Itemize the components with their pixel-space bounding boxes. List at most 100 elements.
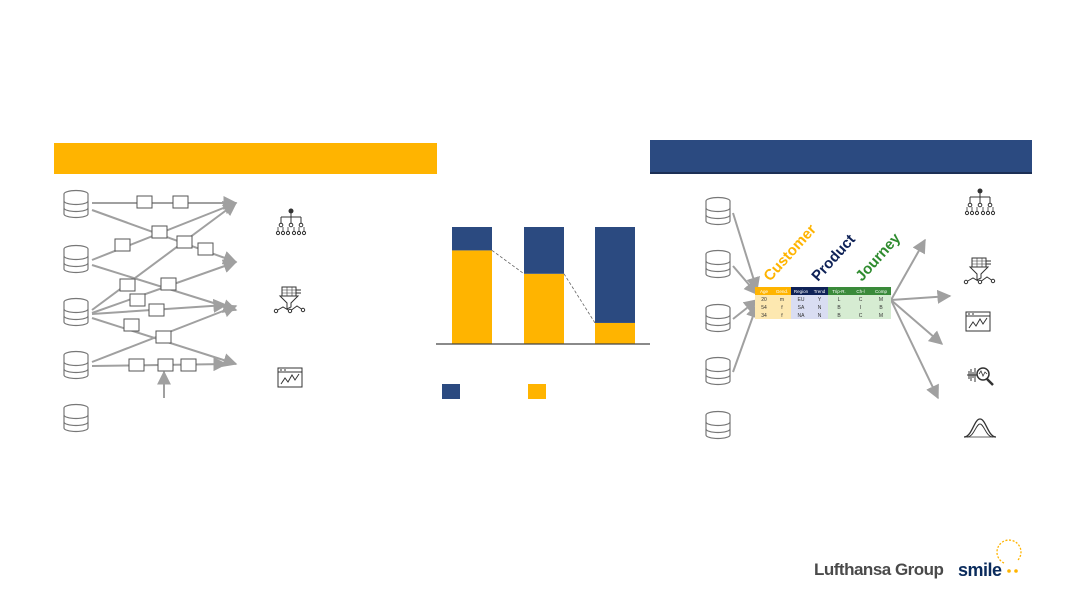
table-cell-value: Y [818,297,822,303]
table-cell [755,295,773,303]
table-cell [828,311,850,319]
product-label: Product [808,231,859,284]
table-cell-value: N [818,313,822,319]
table-cell-value: 54 [761,305,767,311]
database-icon [705,249,731,279]
table-cell [811,303,828,311]
table-cell-value: N [818,305,822,311]
customer-data-table: Age205434Gend.mffRegionEUSANATrendYNNTri… [755,287,891,319]
table-header-label: Age [760,289,769,294]
table-cell-value: C [859,297,863,303]
table-cell-value: f [781,313,783,319]
right-output-icons [963,188,997,438]
hierarchy-icon [964,188,996,216]
bar-segment-navy [524,227,564,274]
table-header-cell [811,287,828,295]
database-icon [63,189,89,219]
analytics-icon [965,366,995,387]
table-header-label: Ch-l [856,289,864,294]
table-cell [773,311,791,319]
table-cell-value: f [781,305,783,311]
bar-segment-navy [595,227,635,323]
table-cell [871,303,891,311]
table-cell-value: B [837,305,841,311]
legend-swatch-yellow [528,384,546,399]
left-output-icons [273,208,307,388]
table-cell-value: 34 [761,313,767,319]
database-icon [63,244,89,274]
table-header-label: Trip-R. [832,289,846,294]
table-cell-value: SA [798,305,805,311]
table-cell [828,295,850,303]
database-icon [63,350,89,380]
table-header-cell [791,287,811,295]
legend-swatch-navy [442,384,460,399]
table-header-label: Gend. [776,289,788,294]
table-cell-value: I [860,305,861,311]
table-cell [773,295,791,303]
distribution-icon [963,418,997,438]
right-database-icons [705,196,731,440]
table-header-cell [755,287,773,295]
lufthansa-group-logo: Lufthansa Group [814,560,944,579]
table-cell-value: M [879,313,883,319]
database-icon [705,303,731,333]
table-cell [791,295,811,303]
bar-segment-navy [452,227,492,251]
table-cell [791,311,811,319]
table-cell-value: C [859,313,863,319]
table-header-cell [850,287,871,295]
database-icon [705,410,731,440]
journey-title: Customer Product Journey [760,221,904,285]
right-arrow-network [732,212,952,400]
table-cell [791,303,811,311]
smile-logo: smile [958,560,1002,580]
left-process-boxes [114,195,214,372]
bar-connector-line [563,273,596,324]
left-database-icons [63,189,89,433]
database-icon [63,403,89,433]
table-header-label: Comp [875,289,888,294]
table-cell [811,311,828,319]
table-header-label: Region [794,289,809,294]
table-header-cell [828,287,850,295]
table-cell-value: B [837,313,841,319]
table-cell-value: M [879,297,883,303]
table-cell [755,303,773,311]
bar-connector-line [491,250,525,275]
stacked-bar-chart [436,227,650,399]
table-cell-value: 20 [761,297,767,303]
table-cell [850,303,871,311]
right-section-banner [650,140,1032,174]
table-cell-value: L [838,297,841,303]
smile-logo-mark [996,539,1022,573]
database-icon [705,196,731,226]
bar-segment-yellow [452,250,492,344]
dashboard-icon [965,311,991,332]
hierarchy-icon [275,208,307,236]
table-cell [755,311,773,319]
table-cell [811,295,828,303]
table-cell [871,311,891,319]
table-cell [850,295,871,303]
table-cell [828,303,850,311]
filter-icon [273,286,306,314]
journey-label: Journey [852,229,904,284]
bar-segment-yellow [595,322,635,344]
table-cell-value: m [780,297,784,303]
table-header-cell [871,287,891,295]
table-cell-value: NA [798,313,806,319]
database-icon [63,297,89,327]
database-icon [705,356,731,386]
table-cell-value: EU [798,297,805,303]
table-header-label: Trend [814,289,826,294]
table-cell-value: B [879,305,883,311]
dashboard-icon [277,367,303,388]
left-section-banner [54,143,437,174]
table-header-cell [773,287,791,295]
bar-segment-yellow [524,273,564,344]
table-cell [773,303,791,311]
table-cell [871,295,891,303]
table-cell [850,311,871,319]
